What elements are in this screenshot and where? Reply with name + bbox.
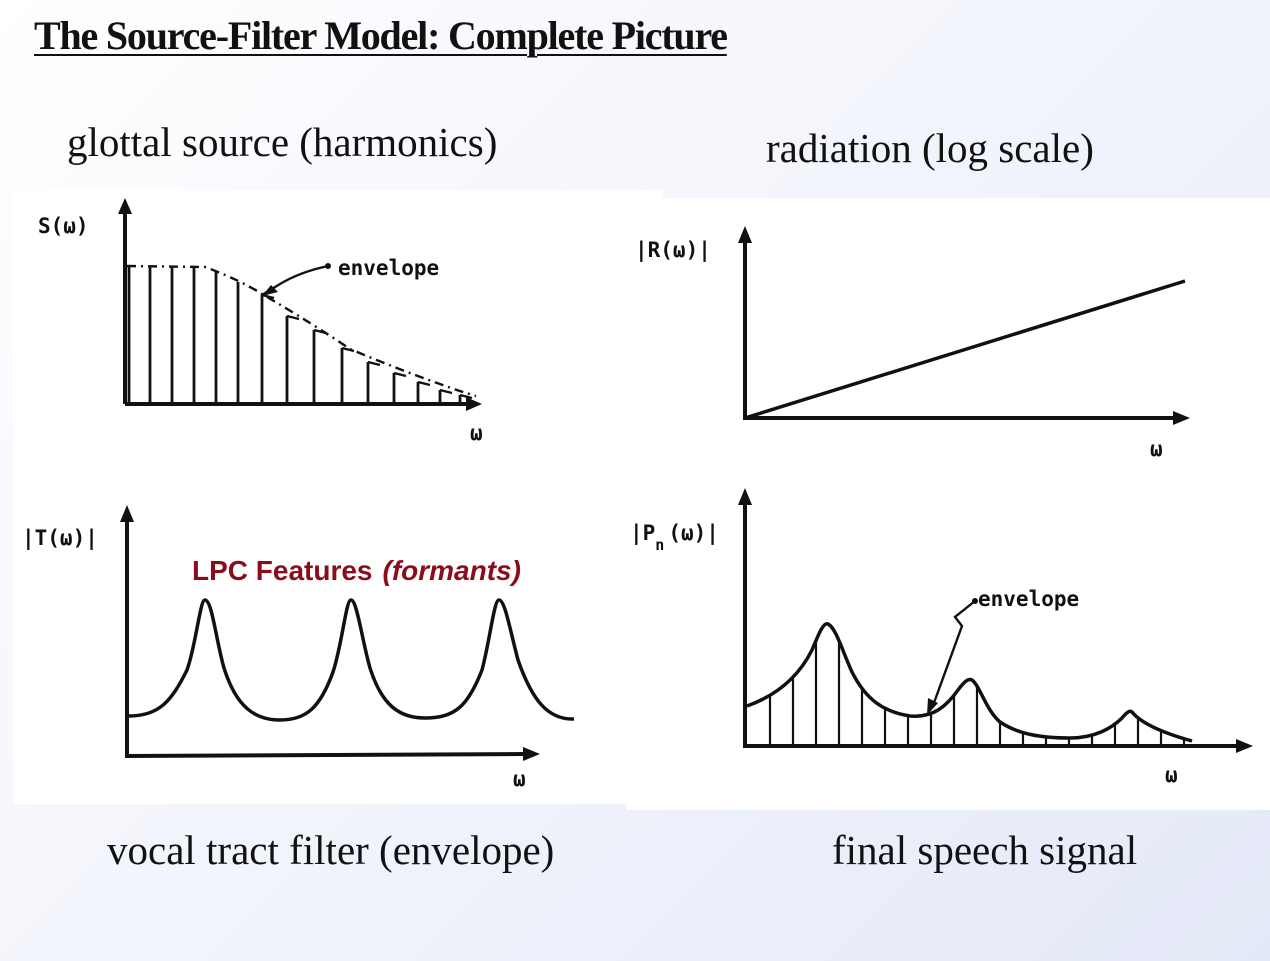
glottal-x-arrowhead	[466, 397, 482, 411]
caption-radiation: radiation (log scale)	[766, 125, 1094, 171]
glottal-y-arrowhead	[118, 198, 132, 214]
left-figure-panel	[13, 190, 663, 804]
harmonic-hook	[341, 346, 355, 353]
final-speech-plot: |Pn (ω)| ω envelope	[630, 488, 1253, 787]
glottal-source-plot: S(ω) ω envelope	[38, 198, 483, 445]
vocal-x-arrowhead	[523, 747, 540, 761]
caption-vocal-tract: vocal tract filter (envelope)	[107, 827, 555, 873]
final-y-arrowhead	[738, 488, 752, 505]
vocal-y-arrowhead	[120, 505, 134, 522]
final-envelope-curve	[746, 622, 1193, 743]
final-harmonics	[768, 640, 1186, 746]
harmonic-hook	[286, 314, 300, 321]
glottal-annotation-dot	[325, 263, 331, 269]
caption-final-speech: final speech signal	[832, 827, 1138, 873]
slide-title: The Source-Filter Model: Complete Pictur…	[34, 13, 728, 58]
radiation-x-arrowhead	[1173, 411, 1190, 425]
harmonic-hook	[417, 380, 431, 387]
glottal-annotation-pointer	[261, 264, 329, 297]
vocal-y-label: |T(ω)|	[22, 526, 98, 551]
final-x-arrowhead	[1236, 739, 1253, 753]
final-x-label: ω	[1165, 763, 1178, 787]
radiation-response-line	[744, 279, 1186, 420]
final-envelope-label: envelope	[978, 587, 1079, 611]
final-annotation-pointer	[928, 600, 976, 711]
radiation-x-label: ω	[1150, 437, 1163, 461]
glottal-harmonics	[127, 266, 473, 404]
harmonic-hook	[313, 328, 327, 335]
harmonic-hook	[459, 393, 473, 400]
final-y-label: |Pn (ω)|	[630, 521, 719, 554]
harmonic-hook	[393, 371, 407, 378]
lpc-label-text: LPC Features	[192, 555, 373, 586]
lpc-formants-text: (formants)	[382, 555, 521, 586]
glottal-annotation-arrowhead	[262, 285, 278, 296]
vocal-tract-envelope-curve	[128, 598, 575, 722]
radiation-plot: |R(ω)| ω	[635, 226, 1190, 461]
vocal-tract-plot: |T(ω)| ω	[22, 505, 575, 791]
right-figure-panel	[626, 198, 1270, 810]
radiation-y-label: |R(ω)|	[635, 238, 711, 263]
lpc-features-label: LPC Features (formants)	[192, 555, 521, 587]
harmonic-hook	[367, 360, 381, 367]
vocal-x-axis	[124, 752, 526, 758]
glottal-x-label: ω	[470, 421, 483, 445]
harmonic-hook	[439, 388, 453, 395]
glottal-envelope-curve	[126, 264, 477, 398]
caption-glottal-source: glottal source (harmonics)	[67, 119, 498, 165]
vocal-x-label: ω	[513, 767, 526, 791]
glottal-envelope-label: envelope	[338, 256, 439, 280]
glottal-y-label: S(ω)	[38, 214, 89, 238]
final-annotation-arrowhead	[927, 698, 938, 715]
radiation-y-arrowhead	[738, 226, 752, 243]
